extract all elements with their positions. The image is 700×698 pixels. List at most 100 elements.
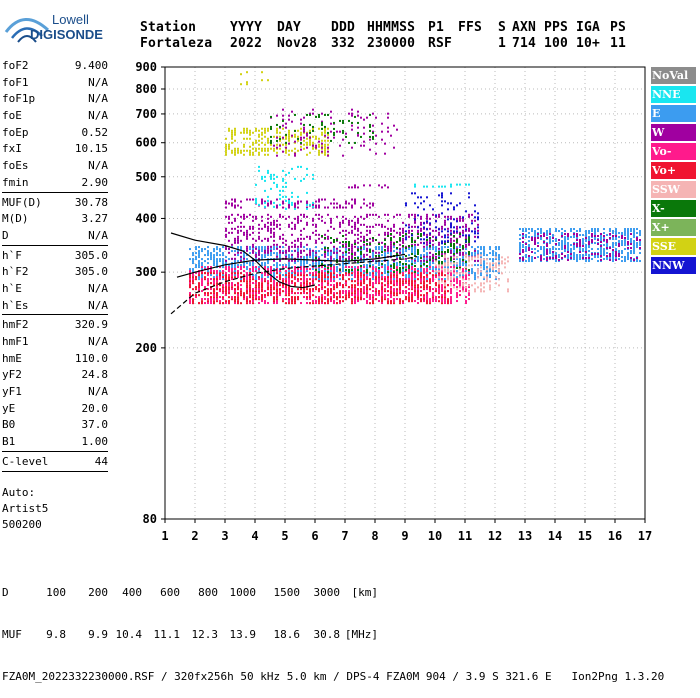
data-point-Vo+ [261, 296, 263, 299]
data-point-E [396, 264, 398, 267]
data-point-Vo- [315, 300, 317, 303]
data-point-W [342, 255, 344, 258]
data-point-W [357, 114, 359, 117]
data-point-Vo+ [225, 276, 227, 279]
data-point-W [411, 213, 413, 216]
data-point-Vo- [225, 302, 227, 305]
data-point-E [594, 228, 596, 231]
data-point-X- [390, 232, 392, 235]
data-point-SSE [285, 147, 287, 150]
data-point-Vo+ [321, 272, 323, 275]
data-point-W [576, 238, 578, 241]
data-point-Vo+ [330, 298, 332, 301]
data-point-Vo+ [432, 296, 434, 299]
data-point-Vo- [372, 282, 374, 285]
data-point-SSW [477, 286, 479, 289]
data-point-NNE [306, 167, 308, 170]
data-point-Vo- [255, 270, 257, 273]
data-point-E [471, 268, 473, 271]
data-point-E [207, 262, 209, 265]
data-point-E [336, 268, 338, 271]
data-point-SSE [297, 139, 299, 142]
data-point-Vo+ [399, 282, 401, 285]
data-point-Vo+ [423, 284, 425, 287]
data-point-SSW [492, 266, 494, 269]
data-point-E [600, 238, 602, 241]
data-point-W [360, 215, 362, 218]
footer-muf-value: 18.6 [273, 628, 301, 641]
data-point-W [381, 223, 383, 226]
data-point-X- [405, 254, 407, 257]
data-point-Vo+ [270, 288, 272, 291]
data-point-E [597, 248, 599, 251]
data-point-Vo- [426, 294, 428, 297]
data-point-W [312, 231, 314, 234]
data-point-SSE [312, 141, 314, 144]
data-point-E [585, 246, 587, 249]
data-point-W [474, 219, 476, 222]
data-point-SSW [495, 276, 497, 279]
data-point-E [546, 230, 548, 233]
data-point-E [495, 258, 497, 261]
data-point-X- [324, 113, 326, 116]
data-point-E [381, 254, 383, 257]
data-point-E [198, 264, 200, 267]
data-point-W [288, 142, 290, 145]
data-point-Vo+ [309, 288, 311, 291]
data-point-W [345, 233, 347, 236]
legend-entry: Vo- [651, 143, 696, 160]
footer-muf-value: [MHz] [344, 628, 378, 641]
data-point-Vo+ [405, 286, 407, 289]
data-point-Vo+ [279, 274, 281, 277]
data-point-X- [375, 254, 377, 257]
data-point-X- [417, 248, 419, 251]
data-point-X- [345, 268, 347, 271]
data-point-E [324, 278, 326, 281]
data-point-Vo- [411, 266, 413, 269]
data-point-SSW [450, 282, 452, 285]
data-point-E [291, 256, 293, 259]
data-point-Vo+ [408, 280, 410, 283]
param-row: fmin 2.90 [0, 175, 110, 192]
data-point-E [378, 264, 380, 267]
data-point-Vo- [360, 280, 362, 283]
data-point-W [348, 223, 350, 226]
header-value-5: RSF [428, 36, 453, 51]
data-point-E [570, 254, 572, 257]
data-point-NNW [465, 228, 467, 231]
data-point-Vo+ [402, 274, 404, 277]
data-point-E [315, 254, 317, 257]
data-point-E [381, 260, 383, 263]
data-point-Vo+ [399, 286, 401, 289]
data-point-W [252, 249, 254, 252]
data-point-Vo+ [375, 276, 377, 279]
data-point-Vo- [405, 278, 407, 281]
data-point-X- [441, 250, 443, 253]
data-point-W [354, 186, 356, 189]
data-point-SSE [309, 141, 311, 144]
data-point-E [210, 256, 212, 259]
data-point-X- [357, 268, 359, 271]
data-point-E [393, 250, 395, 253]
data-point-Vo- [423, 272, 425, 275]
data-point-E [627, 254, 629, 257]
data-point-W [369, 231, 371, 234]
data-point-NNW [417, 196, 419, 199]
data-point-Vo- [246, 272, 248, 275]
data-point-NNW [450, 222, 452, 225]
data-point-Vo+ [396, 280, 398, 283]
data-point-Vo- [321, 270, 323, 273]
data-point-W [540, 258, 542, 261]
data-point-E [609, 238, 611, 241]
data-point-E [453, 250, 455, 253]
data-point-Vo- [219, 290, 221, 293]
param-row: M(D) 3.27 [0, 211, 110, 228]
data-point-Vo+ [372, 272, 374, 275]
data-point-E [531, 256, 533, 259]
data-point-Vo+ [249, 290, 251, 293]
data-point-Vo- [231, 296, 233, 299]
data-point-Vo+ [411, 288, 413, 291]
data-point-E [255, 278, 257, 281]
data-point-Vo- [417, 274, 419, 277]
data-point-Vo- [387, 294, 389, 297]
